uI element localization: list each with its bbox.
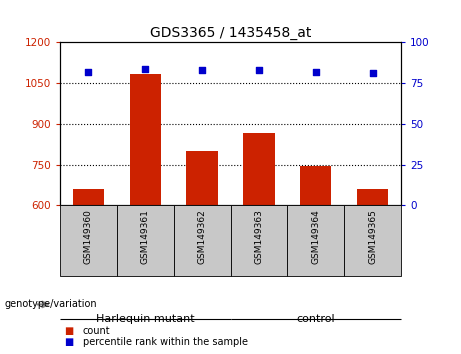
Bar bbox=[174, 205, 230, 276]
Text: percentile rank within the sample: percentile rank within the sample bbox=[83, 337, 248, 347]
Bar bbox=[357, 189, 388, 205]
Bar bbox=[186, 151, 218, 205]
Point bbox=[312, 69, 319, 75]
Text: GSM149363: GSM149363 bbox=[254, 209, 263, 264]
Text: genotype/variation: genotype/variation bbox=[5, 299, 97, 309]
Bar bbox=[243, 133, 275, 205]
Text: GSM149364: GSM149364 bbox=[311, 209, 320, 264]
Point bbox=[85, 69, 92, 75]
Text: GSM149361: GSM149361 bbox=[141, 209, 150, 264]
Point bbox=[369, 70, 376, 76]
Bar bbox=[344, 205, 401, 276]
Point bbox=[198, 67, 206, 73]
Text: ■: ■ bbox=[65, 337, 74, 347]
Bar bbox=[300, 166, 331, 205]
Text: control: control bbox=[296, 314, 335, 324]
Point bbox=[142, 66, 149, 72]
Bar bbox=[73, 189, 104, 205]
Bar bbox=[230, 205, 287, 276]
Text: GSM149365: GSM149365 bbox=[368, 209, 377, 264]
Text: ■: ■ bbox=[65, 326, 74, 336]
Title: GDS3365 / 1435458_at: GDS3365 / 1435458_at bbox=[150, 26, 311, 40]
Point bbox=[255, 67, 263, 73]
Bar bbox=[60, 205, 117, 276]
Bar bbox=[117, 205, 174, 276]
Text: count: count bbox=[83, 326, 111, 336]
Text: GSM149362: GSM149362 bbox=[198, 209, 207, 264]
Text: Harlequin mutant: Harlequin mutant bbox=[96, 314, 195, 324]
Text: GSM149360: GSM149360 bbox=[84, 209, 93, 264]
Bar bbox=[287, 205, 344, 276]
Bar bbox=[130, 74, 161, 205]
